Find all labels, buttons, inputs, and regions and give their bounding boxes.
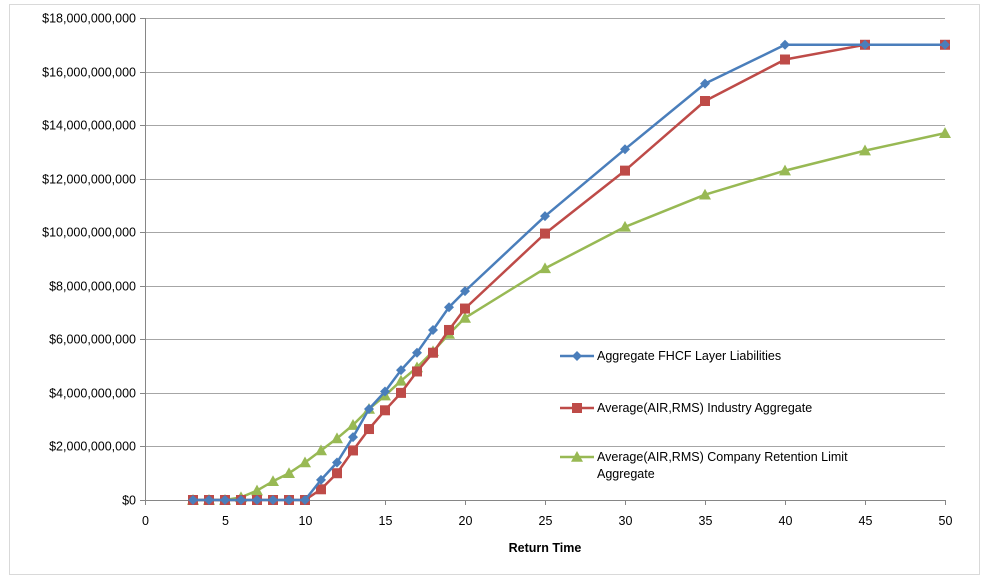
x-tick-label: 40	[779, 514, 793, 528]
x-tick-label: 45	[859, 514, 873, 528]
data-point	[620, 166, 630, 176]
x-tick-label: 10	[299, 514, 313, 528]
y-tick-label: $12,000,000,000	[42, 173, 136, 187]
y-tick-label: $18,000,000,000	[42, 12, 136, 26]
y-tick-label: $0	[122, 494, 136, 508]
y-tick-label: $14,000,000,000	[42, 119, 136, 133]
x-tick-label: 20	[459, 514, 473, 528]
y-tick-label: $2,000,000,000	[49, 440, 136, 454]
data-point	[460, 304, 470, 314]
data-point	[780, 55, 790, 65]
y-tick-label: $8,000,000,000	[49, 280, 136, 294]
y-tick-label: $10,000,000,000	[42, 226, 136, 240]
x-tick-label: 0	[142, 514, 149, 528]
legend-label-line: Aggregate	[597, 467, 655, 481]
x-tick-label: 15	[379, 514, 393, 528]
y-tick-label: $16,000,000,000	[42, 66, 136, 80]
data-point	[364, 424, 374, 434]
data-point	[540, 229, 550, 239]
data-point	[396, 388, 406, 398]
x-tick-label: 5	[222, 514, 229, 528]
x-axis-title: Return Time	[509, 541, 582, 555]
data-point	[332, 468, 342, 478]
x-tick-label: 30	[619, 514, 633, 528]
legend-label: Aggregate FHCF Layer Liabilities	[597, 349, 781, 363]
data-point	[428, 348, 438, 358]
data-point	[412, 366, 422, 376]
y-tick-label: $6,000,000,000	[49, 333, 136, 347]
legend-label-line: Average(AIR,RMS) Company Retention Limit	[597, 450, 848, 464]
data-point	[700, 96, 710, 106]
data-point	[444, 325, 454, 335]
x-tick-label: 35	[699, 514, 713, 528]
legend-item: Average(AIR,RMS) Industry Aggregate	[560, 401, 812, 415]
data-point	[380, 405, 390, 415]
chart-frame	[10, 5, 980, 575]
y-tick-label: $4,000,000,000	[49, 387, 136, 401]
x-tick-label: 50	[939, 514, 953, 528]
legend-marker	[572, 403, 582, 413]
x-tick-label: 25	[539, 514, 553, 528]
data-point	[348, 445, 358, 455]
legend-label: Average(AIR,RMS) Industry Aggregate	[597, 401, 812, 415]
